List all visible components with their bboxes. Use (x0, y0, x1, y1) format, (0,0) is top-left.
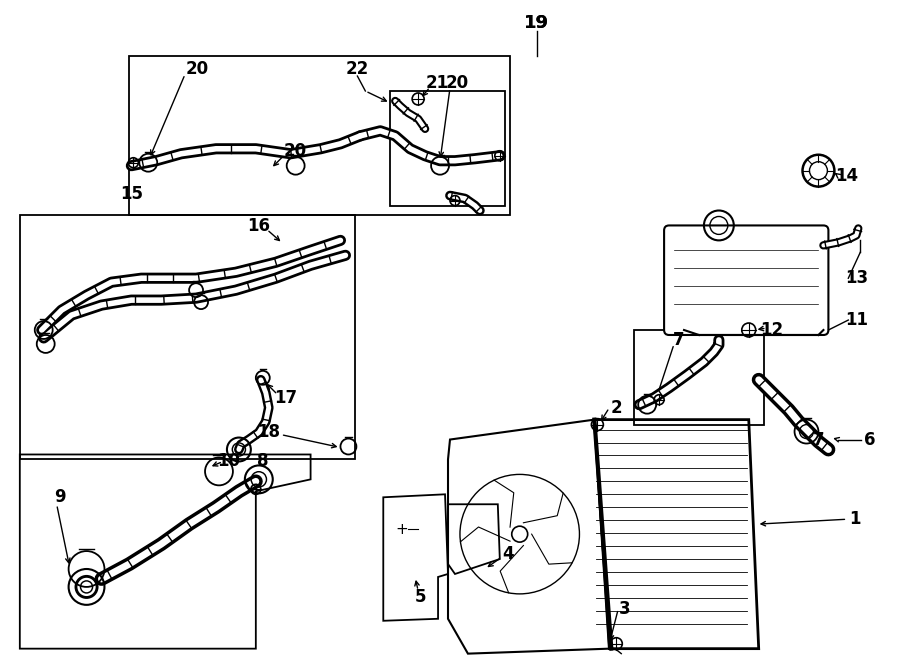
Text: 4: 4 (502, 545, 514, 563)
Text: 22: 22 (346, 60, 369, 78)
Text: 18: 18 (257, 422, 280, 441)
Text: 15: 15 (120, 184, 143, 202)
Text: 9: 9 (54, 488, 66, 506)
Text: 12: 12 (760, 321, 783, 339)
Text: 20: 20 (185, 60, 209, 78)
Text: 20: 20 (284, 141, 307, 160)
Text: 11: 11 (845, 311, 868, 329)
Text: 14: 14 (835, 167, 858, 184)
Text: 19: 19 (524, 15, 549, 32)
Text: 13: 13 (845, 269, 868, 288)
Text: 10: 10 (218, 452, 240, 471)
Text: 16: 16 (248, 217, 270, 235)
Text: 6: 6 (865, 430, 876, 449)
Text: 21: 21 (426, 74, 448, 92)
Text: 3: 3 (618, 600, 630, 618)
Text: 7: 7 (673, 331, 685, 349)
Bar (391, 91, 505, 206)
Text: 19: 19 (524, 15, 549, 32)
Text: 7: 7 (813, 430, 824, 449)
Text: 5: 5 (414, 588, 426, 606)
FancyBboxPatch shape (664, 225, 828, 335)
Text: 20: 20 (446, 74, 469, 92)
Text: 1: 1 (850, 510, 861, 528)
Bar (634, 330, 764, 424)
Text: 8: 8 (257, 452, 268, 471)
Bar (20, 215, 356, 459)
Text: +: + (396, 522, 409, 537)
Text: 2: 2 (610, 399, 622, 416)
Bar (130, 56, 509, 215)
Text: 17: 17 (274, 389, 297, 407)
